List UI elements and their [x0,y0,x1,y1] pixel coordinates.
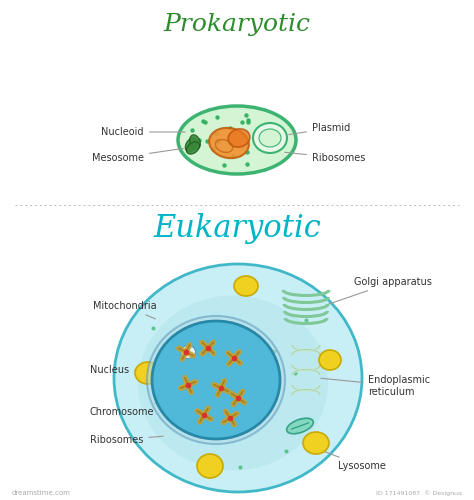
Text: Nucleoid: Nucleoid [101,127,185,137]
Ellipse shape [209,128,249,158]
Ellipse shape [319,350,341,370]
Text: Lysosome: Lysosome [312,447,386,471]
Ellipse shape [135,362,161,384]
Text: Mesosome: Mesosome [92,148,183,163]
Ellipse shape [138,296,328,470]
Text: Ribosomes: Ribosomes [90,435,163,445]
Text: Golgi apparatus: Golgi apparatus [328,277,432,304]
Ellipse shape [234,276,258,296]
Text: Ribosomes: Ribosomes [285,152,365,163]
Text: ID 171491087  © Designua: ID 171491087 © Designua [376,490,462,496]
Ellipse shape [178,106,296,174]
Text: Chromosome: Chromosome [90,392,195,417]
Ellipse shape [259,129,281,147]
Ellipse shape [228,129,250,147]
Ellipse shape [114,264,362,492]
Ellipse shape [147,316,285,444]
Ellipse shape [287,418,313,434]
Text: Eukaryotic: Eukaryotic [153,212,321,244]
Text: Endoplasmic
reticulum: Endoplasmic reticulum [321,375,430,397]
Text: Nucleus: Nucleus [90,365,155,375]
Ellipse shape [185,138,197,152]
Ellipse shape [186,142,200,154]
Ellipse shape [152,321,280,439]
Ellipse shape [197,454,223,478]
Ellipse shape [253,123,287,153]
Ellipse shape [303,432,329,454]
Ellipse shape [190,134,201,150]
Text: Mitochondria: Mitochondria [93,301,156,319]
Ellipse shape [181,346,195,358]
Text: dreamstime.com: dreamstime.com [12,490,71,496]
Text: Prokaryotic: Prokaryotic [164,14,310,36]
Text: Plasmid: Plasmid [289,123,350,134]
